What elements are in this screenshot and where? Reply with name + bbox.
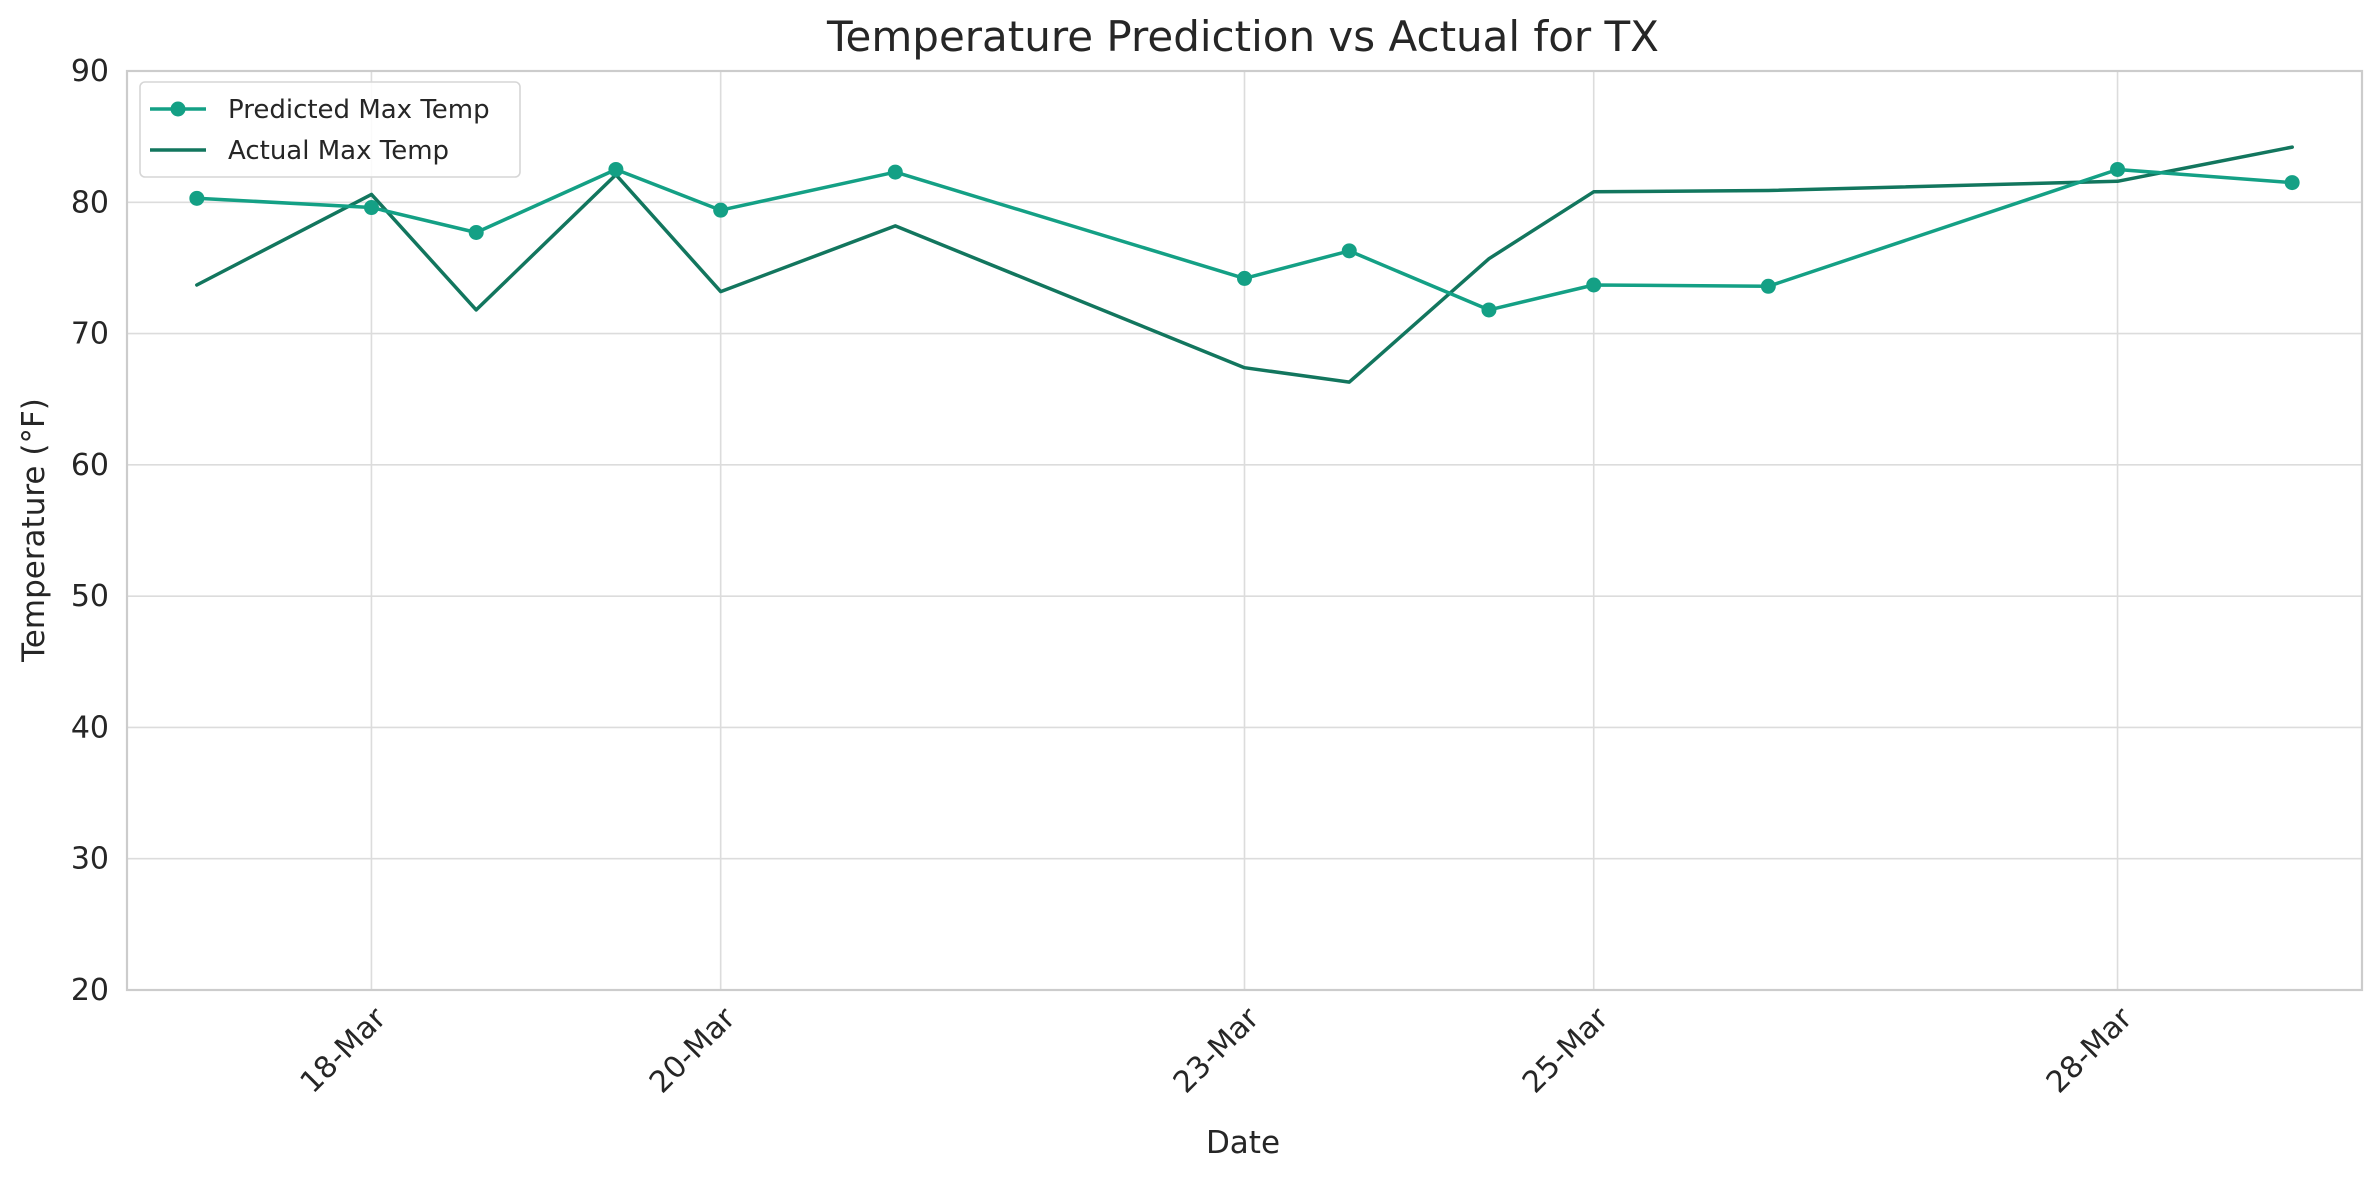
data-point-predicted-max-temp-4 [713, 202, 729, 218]
legend-box [139, 81, 521, 178]
data-point-predicted-max-temp-0 [189, 190, 205, 206]
y-tick-label-50: 50 [71, 579, 109, 614]
data-point-predicted-max-temp-6 [1237, 270, 1252, 286]
x-axis-label: Date [1206, 1125, 1280, 1161]
legend-label-actual: Actual Max Temp [228, 136, 449, 166]
y-axis-label: Temperature (°F) [16, 398, 52, 663]
data-point-predicted-max-temp-7 [1341, 243, 1357, 259]
data-point-predicted-max-temp-9 [1586, 277, 1602, 293]
legend: Predicted Max Temp Actual Max Temp [139, 81, 521, 178]
y-tick-label-90: 90 [71, 54, 109, 89]
data-point-predicted-max-temp-1 [363, 200, 379, 216]
data-point-predicted-max-temp-3 [608, 161, 624, 177]
y-tick-label-80: 80 [71, 185, 109, 220]
data-point-predicted-max-temp-2 [468, 224, 484, 240]
data-point-predicted-max-temp-11 [2110, 161, 2126, 177]
series-layer [189, 145, 2300, 384]
data-point-predicted-max-temp-8 [1481, 302, 1497, 318]
data-point-predicted-max-temp-5 [887, 164, 903, 180]
y-tick-label-20: 20 [71, 973, 109, 1008]
y-tick-label-40: 40 [71, 710, 109, 745]
y-tick-labels: 20 30 40 50 60 70 80 90 [71, 54, 109, 1008]
y-tick-label-30: 30 [71, 842, 109, 877]
y-tick-label-70: 70 [71, 317, 109, 352]
legend-label-predicted: Predicted Max Temp [228, 95, 490, 125]
data-point-predicted-max-temp-10 [1760, 278, 1776, 294]
legend-marker-predicted [170, 101, 186, 117]
plot-frame [125, 69, 2364, 992]
series-line-actual-max-temp [195, 145, 2294, 384]
chart-title: Temperature Prediction vs Actual for TX [826, 12, 1659, 61]
data-point-predicted-max-temp-12 [2284, 175, 2300, 191]
y-tick-label-60: 60 [71, 448, 109, 483]
